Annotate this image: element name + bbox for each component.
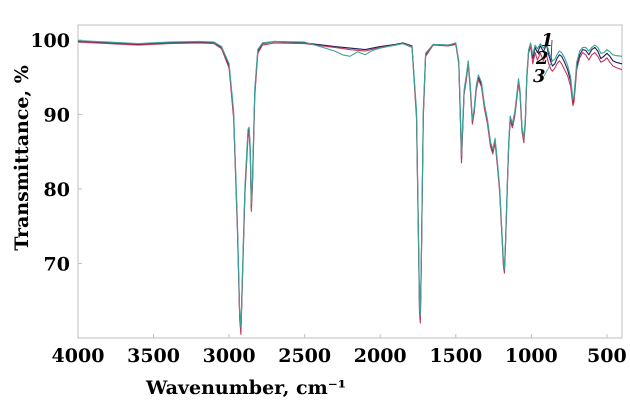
- x-tick-label: 2500: [278, 345, 331, 367]
- x-tick-label: 1000: [505, 345, 558, 367]
- y-axis-ticks: 70 80 90 100: [30, 30, 82, 275]
- series-tag-2: 2: [535, 48, 549, 69]
- series-line-3: [77, 40, 623, 328]
- y-tick-label: 90: [44, 104, 70, 126]
- leader-line-1: [550, 39, 553, 63]
- y-tick-label: 80: [44, 179, 70, 201]
- x-tick-label: 3500: [127, 345, 180, 367]
- x-tick-label: 500: [587, 345, 627, 367]
- series-tag-3: 3: [533, 66, 546, 87]
- series-tag-1: 1: [541, 30, 554, 51]
- series-leader-lines: [543, 39, 553, 77]
- plot-frame: [77, 24, 623, 339]
- x-tick-label: 4000: [52, 345, 105, 367]
- series-lines: [77, 40, 623, 335]
- x-tick-label: 2000: [354, 345, 407, 367]
- x-tick-label: 1500: [429, 345, 482, 367]
- series-tags: 123: [533, 30, 554, 87]
- x-axis-label: Wavenumber, cm⁻¹: [145, 377, 346, 399]
- y-tick-label: 100: [30, 30, 70, 52]
- x-tick-label: 3000: [203, 345, 256, 367]
- leader-line-3: [543, 60, 553, 77]
- x-axis-ticks: 4000 3500 3000 2500 2000 1500 1000 500: [52, 334, 627, 367]
- leader-line-2: [546, 57, 552, 70]
- y-axis-label: Transmittance, %: [11, 65, 33, 251]
- y-tick-label: 70: [44, 253, 70, 275]
